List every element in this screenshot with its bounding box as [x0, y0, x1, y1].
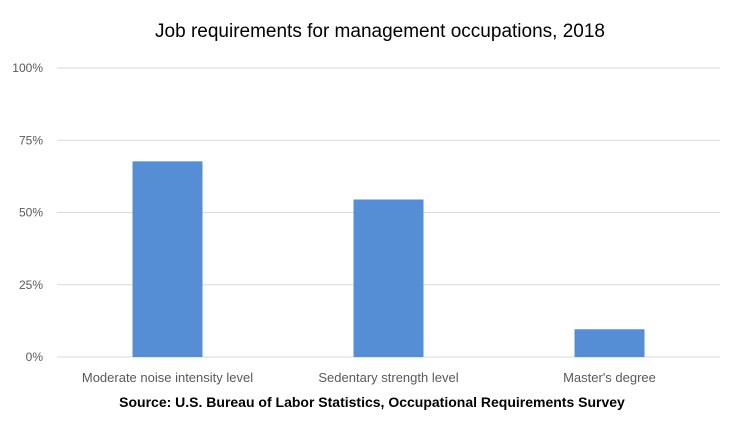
- bar: [132, 161, 203, 357]
- bar: [353, 199, 424, 357]
- chart-title: Job requirements for management occupati…: [155, 21, 605, 42]
- x-category-label: Master's degree: [563, 370, 656, 385]
- x-category-label: Sedentary strength level: [318, 370, 458, 385]
- bar: [574, 329, 645, 357]
- y-tick-label: 0%: [26, 350, 44, 364]
- y-tick-label: 100%: [12, 61, 43, 75]
- y-axis-tick-labels: 0% 25% 50% 75% 100%: [12, 61, 43, 364]
- y-tick-label: 25%: [19, 278, 43, 292]
- source-note: Source: U.S. Bureau of Labor Statistics,…: [119, 394, 625, 410]
- bars: [132, 161, 645, 357]
- y-tick-label: 50%: [19, 206, 43, 220]
- x-category-label: Moderate noise intensity level: [82, 370, 253, 385]
- x-axis-category-labels: Moderate noise intensity level Sedentary …: [82, 370, 656, 385]
- y-tick-label: 75%: [19, 133, 43, 147]
